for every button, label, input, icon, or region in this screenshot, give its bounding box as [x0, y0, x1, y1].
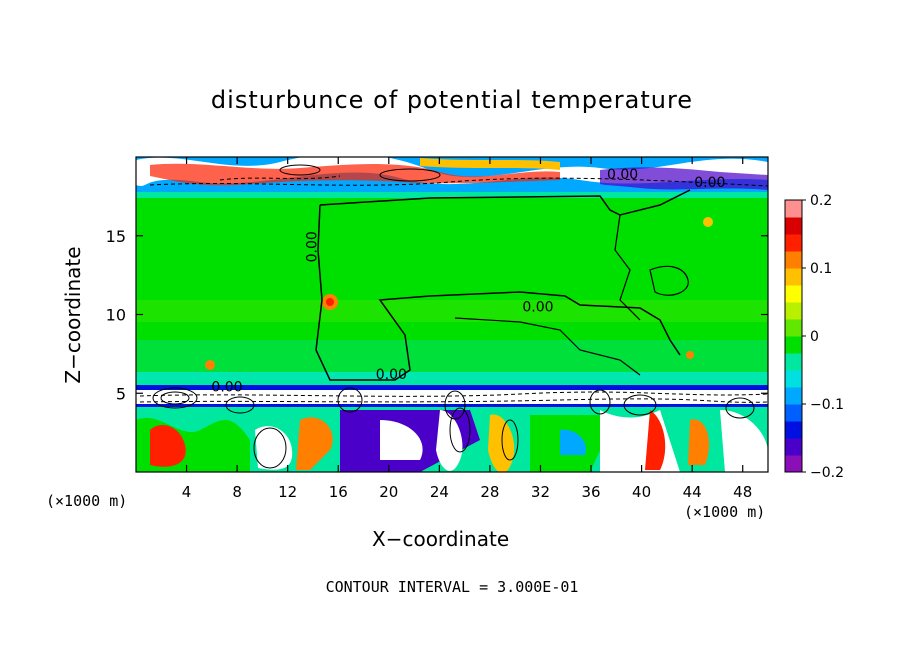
colorbar-tick-label: −0.2 — [810, 465, 844, 481]
top-band-layer — [136, 192, 768, 198]
x-tick-label: 48 — [733, 483, 752, 501]
x-axis-label: X−coordinate — [372, 527, 510, 551]
contour-positive — [152, 164, 755, 469]
x-tick-label: 20 — [379, 483, 398, 501]
colorbar-tick-label: 0.2 — [810, 193, 832, 209]
colorbar-swatch — [785, 268, 802, 286]
colorbar-swatch — [785, 217, 802, 235]
hotspot — [703, 217, 713, 227]
colorbar-swatch — [785, 421, 802, 439]
contour-label: 0.00 — [211, 380, 242, 396]
contour-negative — [139, 175, 768, 403]
y-tick-label: 15 — [106, 227, 126, 246]
bottom-band-layer — [688, 419, 710, 465]
contour-labels: 0.00 0.00 0.00 0.00 0.00 0.00 — [211, 167, 725, 396]
contour-label: 0.00 — [376, 367, 407, 383]
contour-zero — [649, 265, 689, 296]
colorbar: −0.2 −0.1 0 0.1 0.2 — [784, 193, 844, 481]
contour-label: 0.00 — [522, 299, 553, 315]
colorbar-swatch — [785, 251, 802, 269]
contour-label: 0.00 — [305, 231, 321, 262]
bottom-band-layer — [380, 420, 423, 460]
top-band-layer — [150, 163, 560, 186]
x-tick-label: 44 — [683, 483, 702, 501]
colorbar-tick-label: 0 — [810, 329, 819, 345]
hotspot — [326, 298, 334, 306]
bottom-band-layer — [560, 429, 586, 455]
colorbar-swatch — [785, 370, 802, 388]
colorbar-swatch — [785, 387, 802, 405]
contour-label: 0.00 — [694, 175, 725, 191]
x-unit-label-right: (×1000 m) — [684, 503, 766, 521]
colorbar-swatch — [785, 234, 802, 252]
x-tick-label: 36 — [581, 483, 600, 501]
bottom-band-layer — [296, 417, 333, 470]
x-tick-label: 28 — [480, 483, 499, 501]
hotspot — [205, 360, 215, 370]
field-band — [136, 300, 768, 322]
colorbar-tick-label: −0.1 — [810, 397, 844, 413]
x-tick-label: 8 — [232, 483, 242, 501]
x-tick-label: 24 — [430, 483, 449, 501]
contour-zero — [454, 317, 641, 376]
colorbar-swatch — [785, 336, 802, 354]
x-tick-label: 4 — [182, 483, 192, 501]
y-axis: 5 10 15 — [106, 227, 768, 403]
y-tick-label: 5 — [116, 384, 126, 403]
colorbar-swatch — [785, 200, 802, 218]
bottom-band-layer — [488, 414, 515, 472]
bottom-band-layer — [436, 410, 463, 471]
heatmap-field: 0.00 0.00 0.00 0.00 0.00 0.00 — [136, 157, 768, 472]
colorbar-swatch — [785, 353, 802, 371]
colorbar-swatch — [785, 404, 802, 422]
contour-zero — [319, 189, 691, 216]
colorbar-swatch — [785, 285, 802, 303]
chart-title: disturbunce of potential temperature — [210, 86, 694, 114]
bottom-band-layer — [720, 410, 768, 472]
colorbar-swatch — [785, 438, 802, 456]
colorbar-swatch — [785, 455, 802, 473]
colorbar-swatch — [785, 319, 802, 337]
x-tick-label: 40 — [632, 483, 651, 501]
hotspot — [686, 351, 694, 359]
x-tick-label: 32 — [531, 483, 550, 501]
y-tick-label: 10 — [106, 306, 126, 325]
y-axis-label: Z−coordinate — [61, 246, 85, 384]
contour-zero — [614, 214, 641, 321]
contour-interval-note: CONTOUR INTERVAL = 3.000E-01 — [325, 578, 579, 596]
contour-label: 0.00 — [607, 167, 638, 183]
colorbar-swatch — [785, 302, 802, 320]
x-unit-label-left: (×1000 m) — [46, 492, 128, 510]
x-tick-label: 12 — [278, 483, 297, 501]
bottom-band-layer — [150, 425, 186, 467]
contour-zero — [315, 204, 681, 381]
x-tick-label: 16 — [329, 483, 348, 501]
x-axis: 4 8 12 16 20 24 28 32 36 40 44 48 — [182, 157, 752, 501]
bottom-band-layer — [645, 410, 666, 470]
colorbar-tick-label: 0.1 — [810, 261, 832, 277]
